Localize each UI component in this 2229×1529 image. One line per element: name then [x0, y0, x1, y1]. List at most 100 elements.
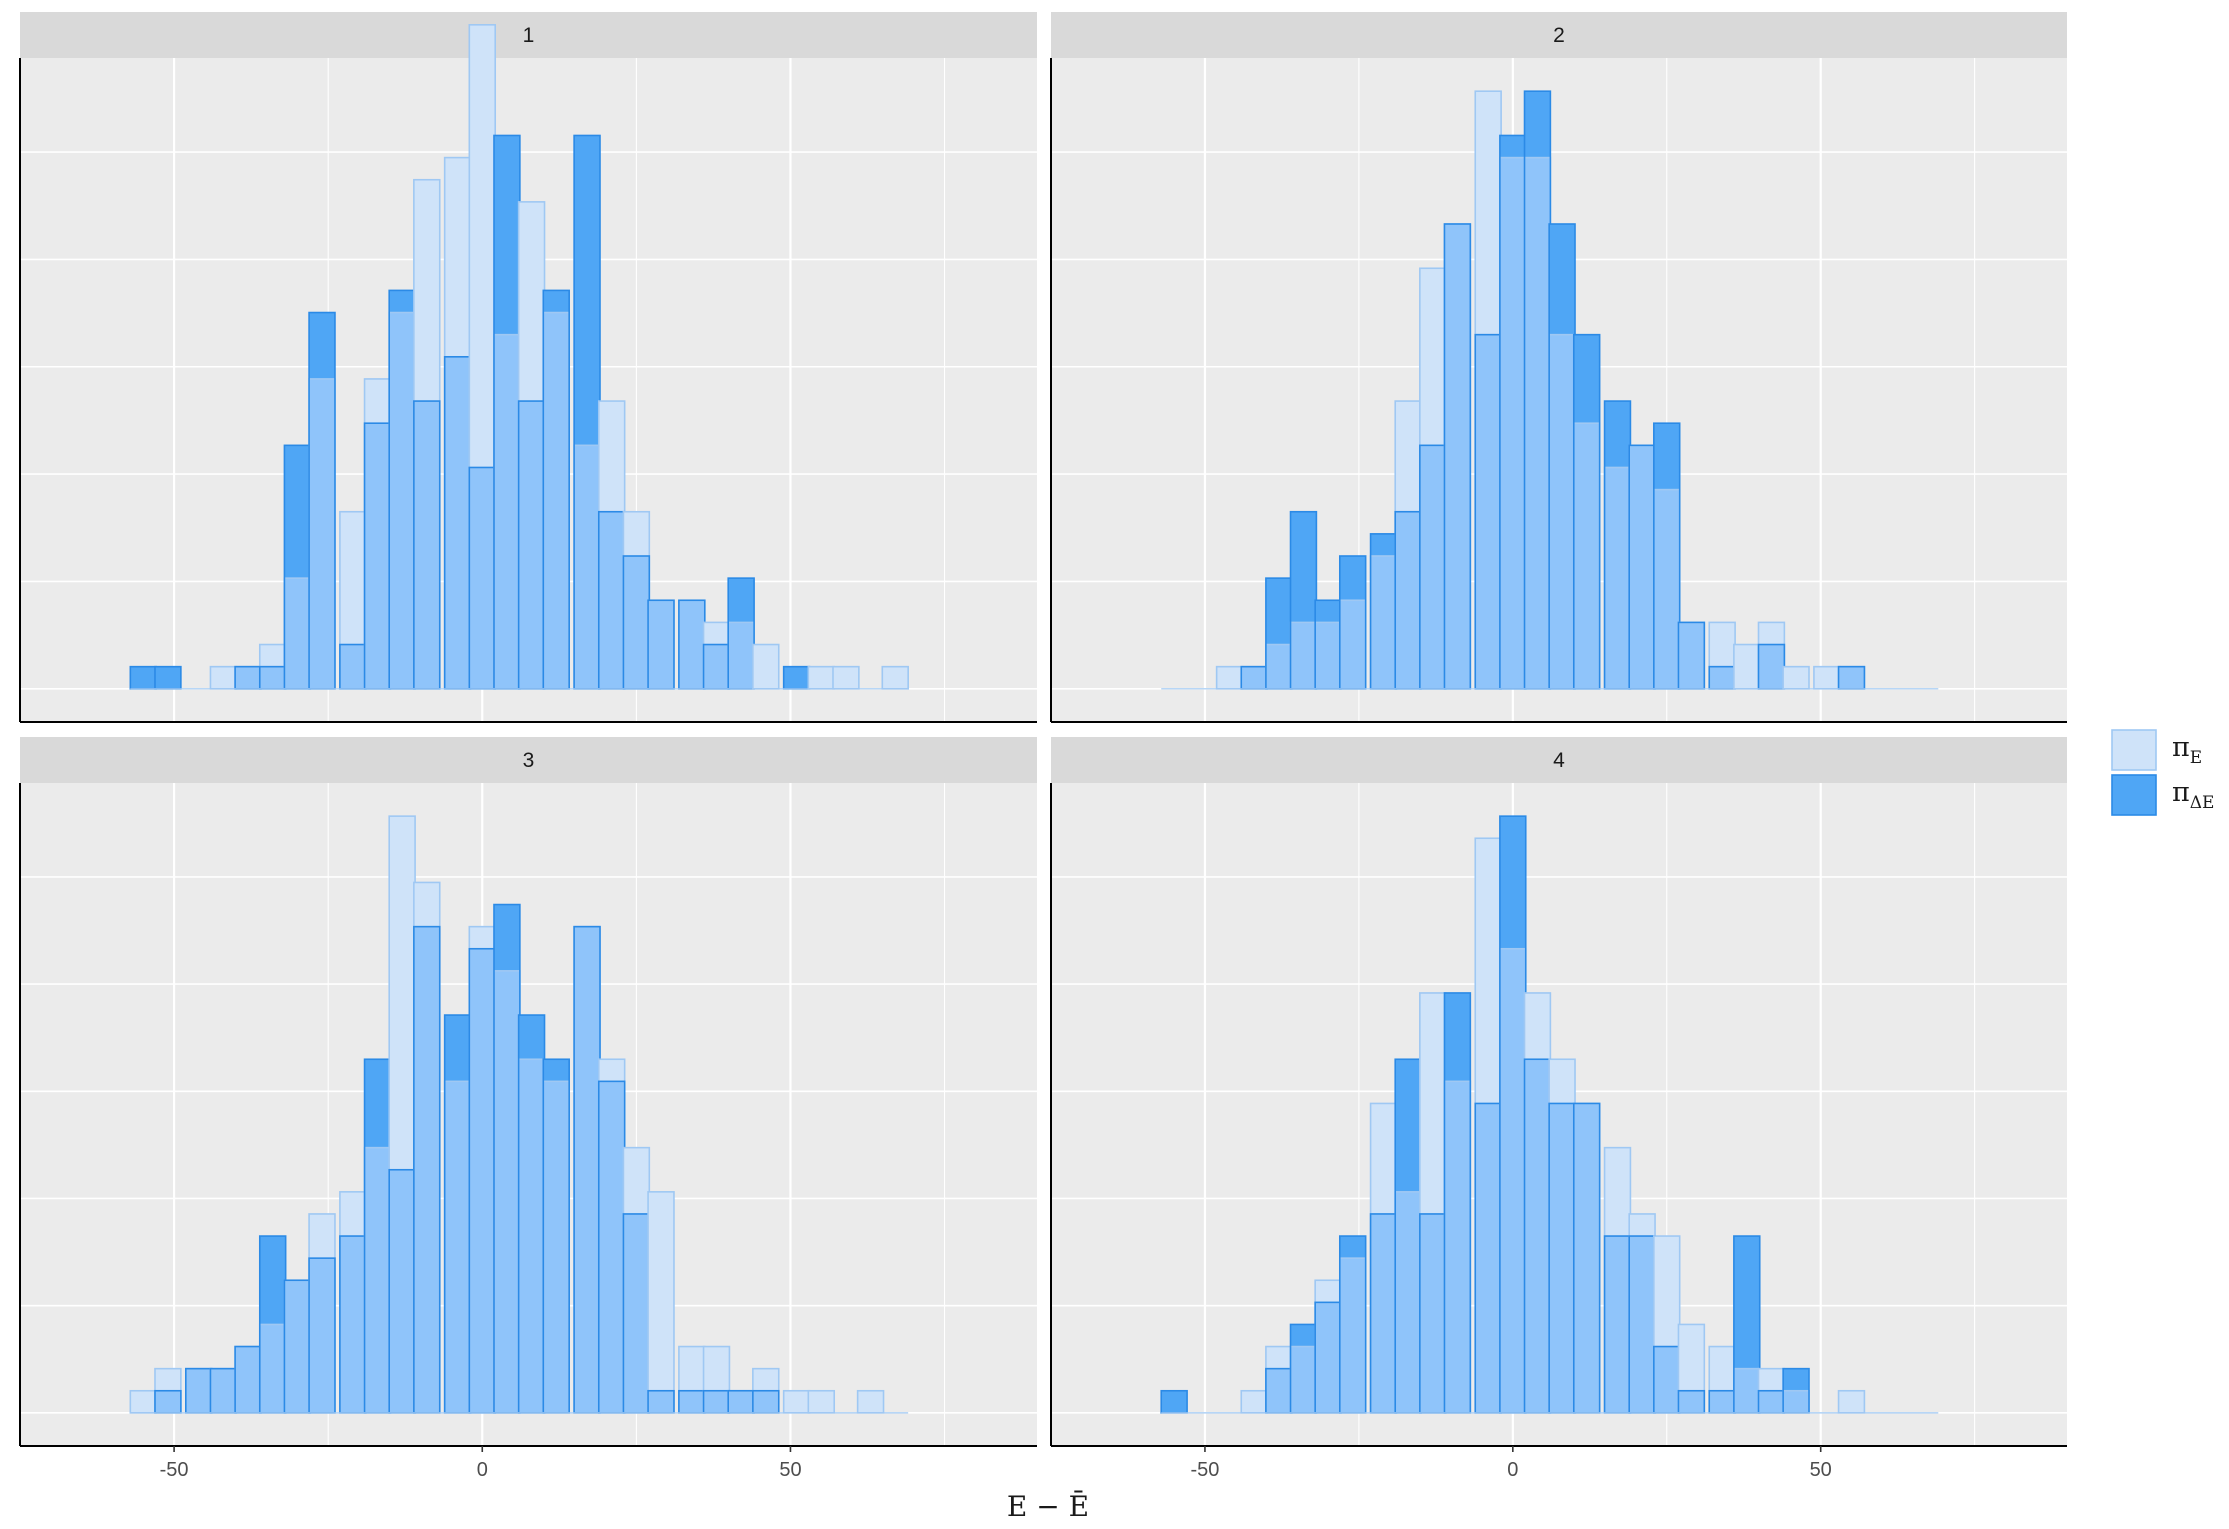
bar-overlap [364, 1147, 391, 1413]
bar-overlap [1475, 1103, 1502, 1413]
facet-strip [20, 737, 1037, 783]
bar-overlap [598, 511, 625, 689]
bar-pi-e [857, 1390, 884, 1413]
bar-overlap [1758, 1390, 1785, 1413]
bar-pi-e [1370, 1103, 1397, 1214]
facet-panel-1: 1 [19, 12, 1037, 723]
bar-pi-delta-e [1549, 224, 1576, 335]
bar-overlap [1290, 622, 1317, 689]
bar-overlap [1709, 1390, 1736, 1413]
facet-strip-label: 4 [1553, 749, 1565, 772]
bar-overlap [444, 356, 471, 689]
bar-pi-e [413, 179, 440, 402]
bars [1160, 815, 1939, 1414]
x-axis-title: E − Ē [1007, 1490, 1089, 1523]
bar-overlap [284, 1280, 311, 1413]
bar-pi-delta-e [1653, 423, 1680, 490]
x-tick-label: 50 [1810, 1459, 1832, 1481]
bar-pi-e [339, 1191, 366, 1237]
facet-panel-3: 3 -50 0 50 [19, 737, 1037, 1481]
bar-overlap [1653, 1346, 1680, 1413]
bar-pi-e [389, 816, 416, 1170]
bar-overlap [1573, 1103, 1600, 1413]
bar-pi-e [678, 1346, 705, 1391]
bar-overlap [259, 1324, 286, 1413]
bar-pi-delta-e [309, 312, 335, 379]
bar-pi-e [1709, 1346, 1736, 1391]
bar-pi-delta-e [1499, 816, 1526, 949]
bar-overlap [413, 926, 440, 1413]
bar-overlap [1265, 1368, 1292, 1413]
bar-pi-delta-e [1783, 1368, 1809, 1391]
bar-pi-delta-e [1290, 1324, 1317, 1347]
facet-strip-label: 1 [523, 24, 535, 47]
bar-overlap [1573, 423, 1600, 689]
bar-pi-delta-e [1499, 135, 1526, 158]
bar-overlap [728, 1390, 755, 1413]
bar-pi-e [154, 1368, 181, 1391]
bar-overlap [678, 1390, 705, 1413]
bar-pi-e [703, 622, 730, 645]
facet-panel-4: 4 -50 0 50 [1050, 737, 2067, 1481]
bar-pi-e [1549, 1059, 1576, 1104]
bar-overlap [1241, 666, 1268, 689]
bar-overlap [389, 312, 416, 689]
bar-overlap [235, 1346, 261, 1413]
bar-pi-delta-e [493, 135, 520, 335]
bar-overlap [703, 1390, 730, 1413]
bar-overlap [309, 378, 335, 689]
bar-pi-delta-e [493, 904, 520, 971]
bar-pi-e [623, 1147, 650, 1214]
facet-strip [1051, 12, 2067, 58]
bar-pi-e [1315, 1280, 1342, 1303]
bar-pi-delta-e [444, 1015, 471, 1082]
bar-pi-delta-e [783, 666, 810, 689]
bar-overlap [1604, 467, 1631, 689]
legend: πE πΔE [2111, 729, 2214, 816]
bar-overlap [259, 666, 286, 689]
bar-overlap [1678, 1390, 1705, 1413]
bar-pi-e [783, 1390, 810, 1413]
bar-pi-e [469, 24, 496, 468]
bar-overlap [413, 401, 440, 689]
bar-pi-e [1838, 1390, 1865, 1413]
bar-pi-e [598, 401, 625, 512]
bar-pi-e [339, 511, 366, 645]
bar-overlap [1783, 1390, 1809, 1413]
bar-pi-e [1758, 1368, 1785, 1391]
bar-overlap [469, 467, 496, 689]
legend-item: πE [2111, 729, 2202, 771]
bar-overlap [1315, 1302, 1342, 1413]
legend-swatch [2111, 774, 2157, 816]
facet-strip-label: 3 [523, 749, 535, 772]
bar-pi-delta-e [1339, 1236, 1366, 1259]
x-tick-label: 0 [477, 1459, 488, 1481]
bar-overlap [1370, 556, 1397, 689]
bar-pi-delta-e [1733, 1236, 1760, 1369]
bar-pi-e [309, 1213, 335, 1259]
facet-strip [1051, 737, 2067, 783]
bar-pi-delta-e [1604, 401, 1631, 468]
bar-overlap [1733, 1368, 1760, 1413]
facet-strip-label: 2 [1553, 24, 1565, 47]
bar-pi-delta-e [389, 290, 416, 313]
bar-overlap [518, 401, 545, 689]
bar-pi-delta-e [1395, 1059, 1422, 1192]
bar-pi-e [518, 201, 545, 402]
bar-pi-e [1629, 1213, 1656, 1237]
bar-pi-e [598, 1059, 625, 1082]
bar-pi-e [1419, 992, 1446, 1214]
bar-overlap [1678, 622, 1705, 689]
bar-overlap [1339, 600, 1366, 689]
bar-overlap [1629, 1236, 1656, 1413]
bar-overlap [210, 1368, 237, 1413]
bar-overlap [1339, 1258, 1366, 1413]
bar-pi-e [1475, 91, 1502, 335]
bar-pi-e [882, 666, 909, 689]
bar-pi-e [1419, 268, 1446, 446]
bar-overlap [1499, 948, 1526, 1413]
bar-overlap [364, 423, 391, 689]
bar-overlap [1265, 644, 1292, 689]
bar-overlap [1549, 1103, 1576, 1413]
